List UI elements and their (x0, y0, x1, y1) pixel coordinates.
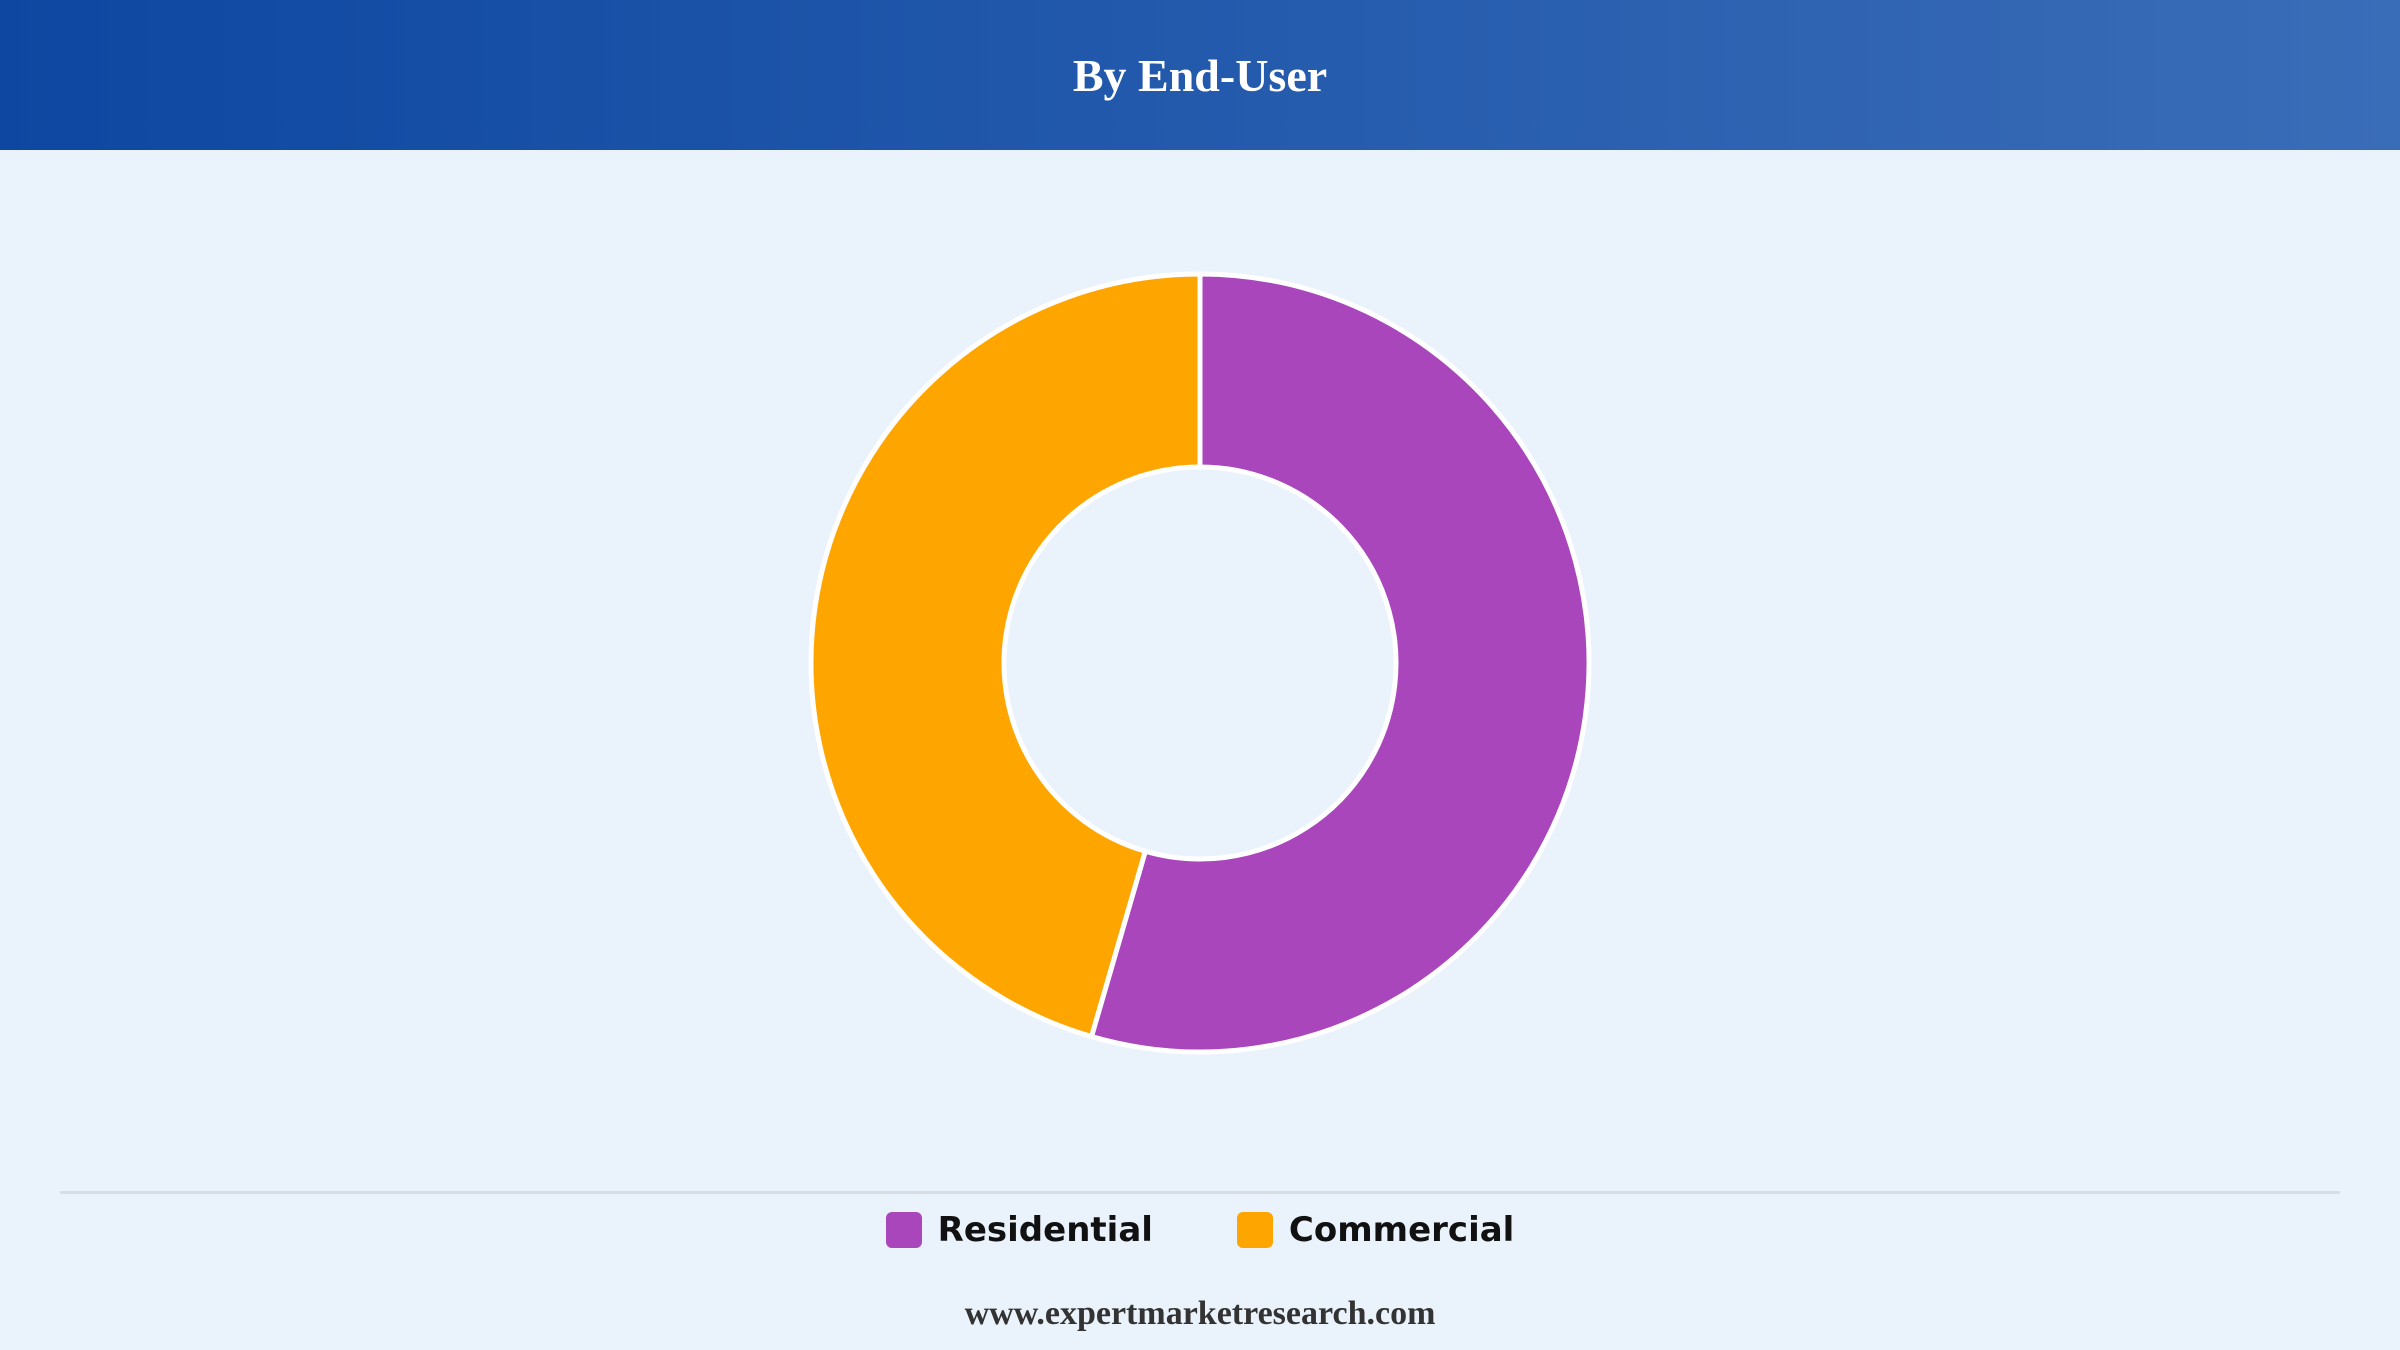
donut-chart (808, 271, 1592, 1055)
footer-source: www.expertmarketresearch.com (964, 1295, 1436, 1332)
donut-slice-residential[interactable] (1088, 271, 1592, 1055)
legend-label-commercial: Commercial (1288, 1210, 1515, 1250)
legend-swatch-commercial (1236, 1212, 1273, 1248)
legend: Residential Commercial (0, 1200, 2400, 1260)
legend-swatch-residential (885, 1212, 922, 1248)
legend-label-residential: Residential (937, 1210, 1153, 1250)
chart-area (0, 150, 2400, 1190)
header-banner: By End-User (0, 0, 2400, 150)
legend-item-residential[interactable]: Residential (885, 1210, 1153, 1250)
legend-divider (60, 1191, 2340, 1194)
legend-item-commercial[interactable]: Commercial (1236, 1210, 1515, 1250)
chart-title: By End-User (1072, 49, 1328, 101)
donut-slice-commercial[interactable] (808, 271, 1203, 1040)
